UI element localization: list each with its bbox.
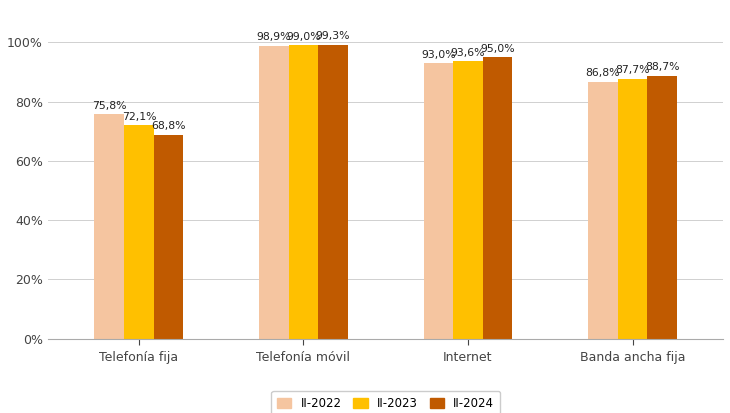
Bar [94,114,124,339]
Text: 98,9%: 98,9% [256,32,291,42]
Text: 93,6%: 93,6% [450,48,485,58]
Text: 86,8%: 86,8% [585,68,620,78]
Bar [154,135,183,339]
Bar [588,82,618,339]
Bar [453,62,483,339]
Text: 68,8%: 68,8% [151,121,185,131]
Text: 99,3%: 99,3% [316,31,350,41]
Bar [483,57,512,339]
Text: 75,8%: 75,8% [92,101,126,111]
Text: 93,0%: 93,0% [421,50,456,59]
Bar [288,45,318,339]
Text: 99,0%: 99,0% [286,32,320,42]
Bar [423,63,453,339]
Bar [648,76,677,339]
Text: 95,0%: 95,0% [480,44,515,54]
Bar [124,125,154,339]
Bar [259,46,288,339]
Text: 88,7%: 88,7% [645,62,680,72]
Bar [618,79,648,339]
Text: 72,1%: 72,1% [122,112,156,121]
Text: 87,7%: 87,7% [615,65,650,75]
Legend: II-2022, II-2023, II-2024: II-2022, II-2023, II-2024 [271,391,500,413]
Bar [318,45,348,339]
